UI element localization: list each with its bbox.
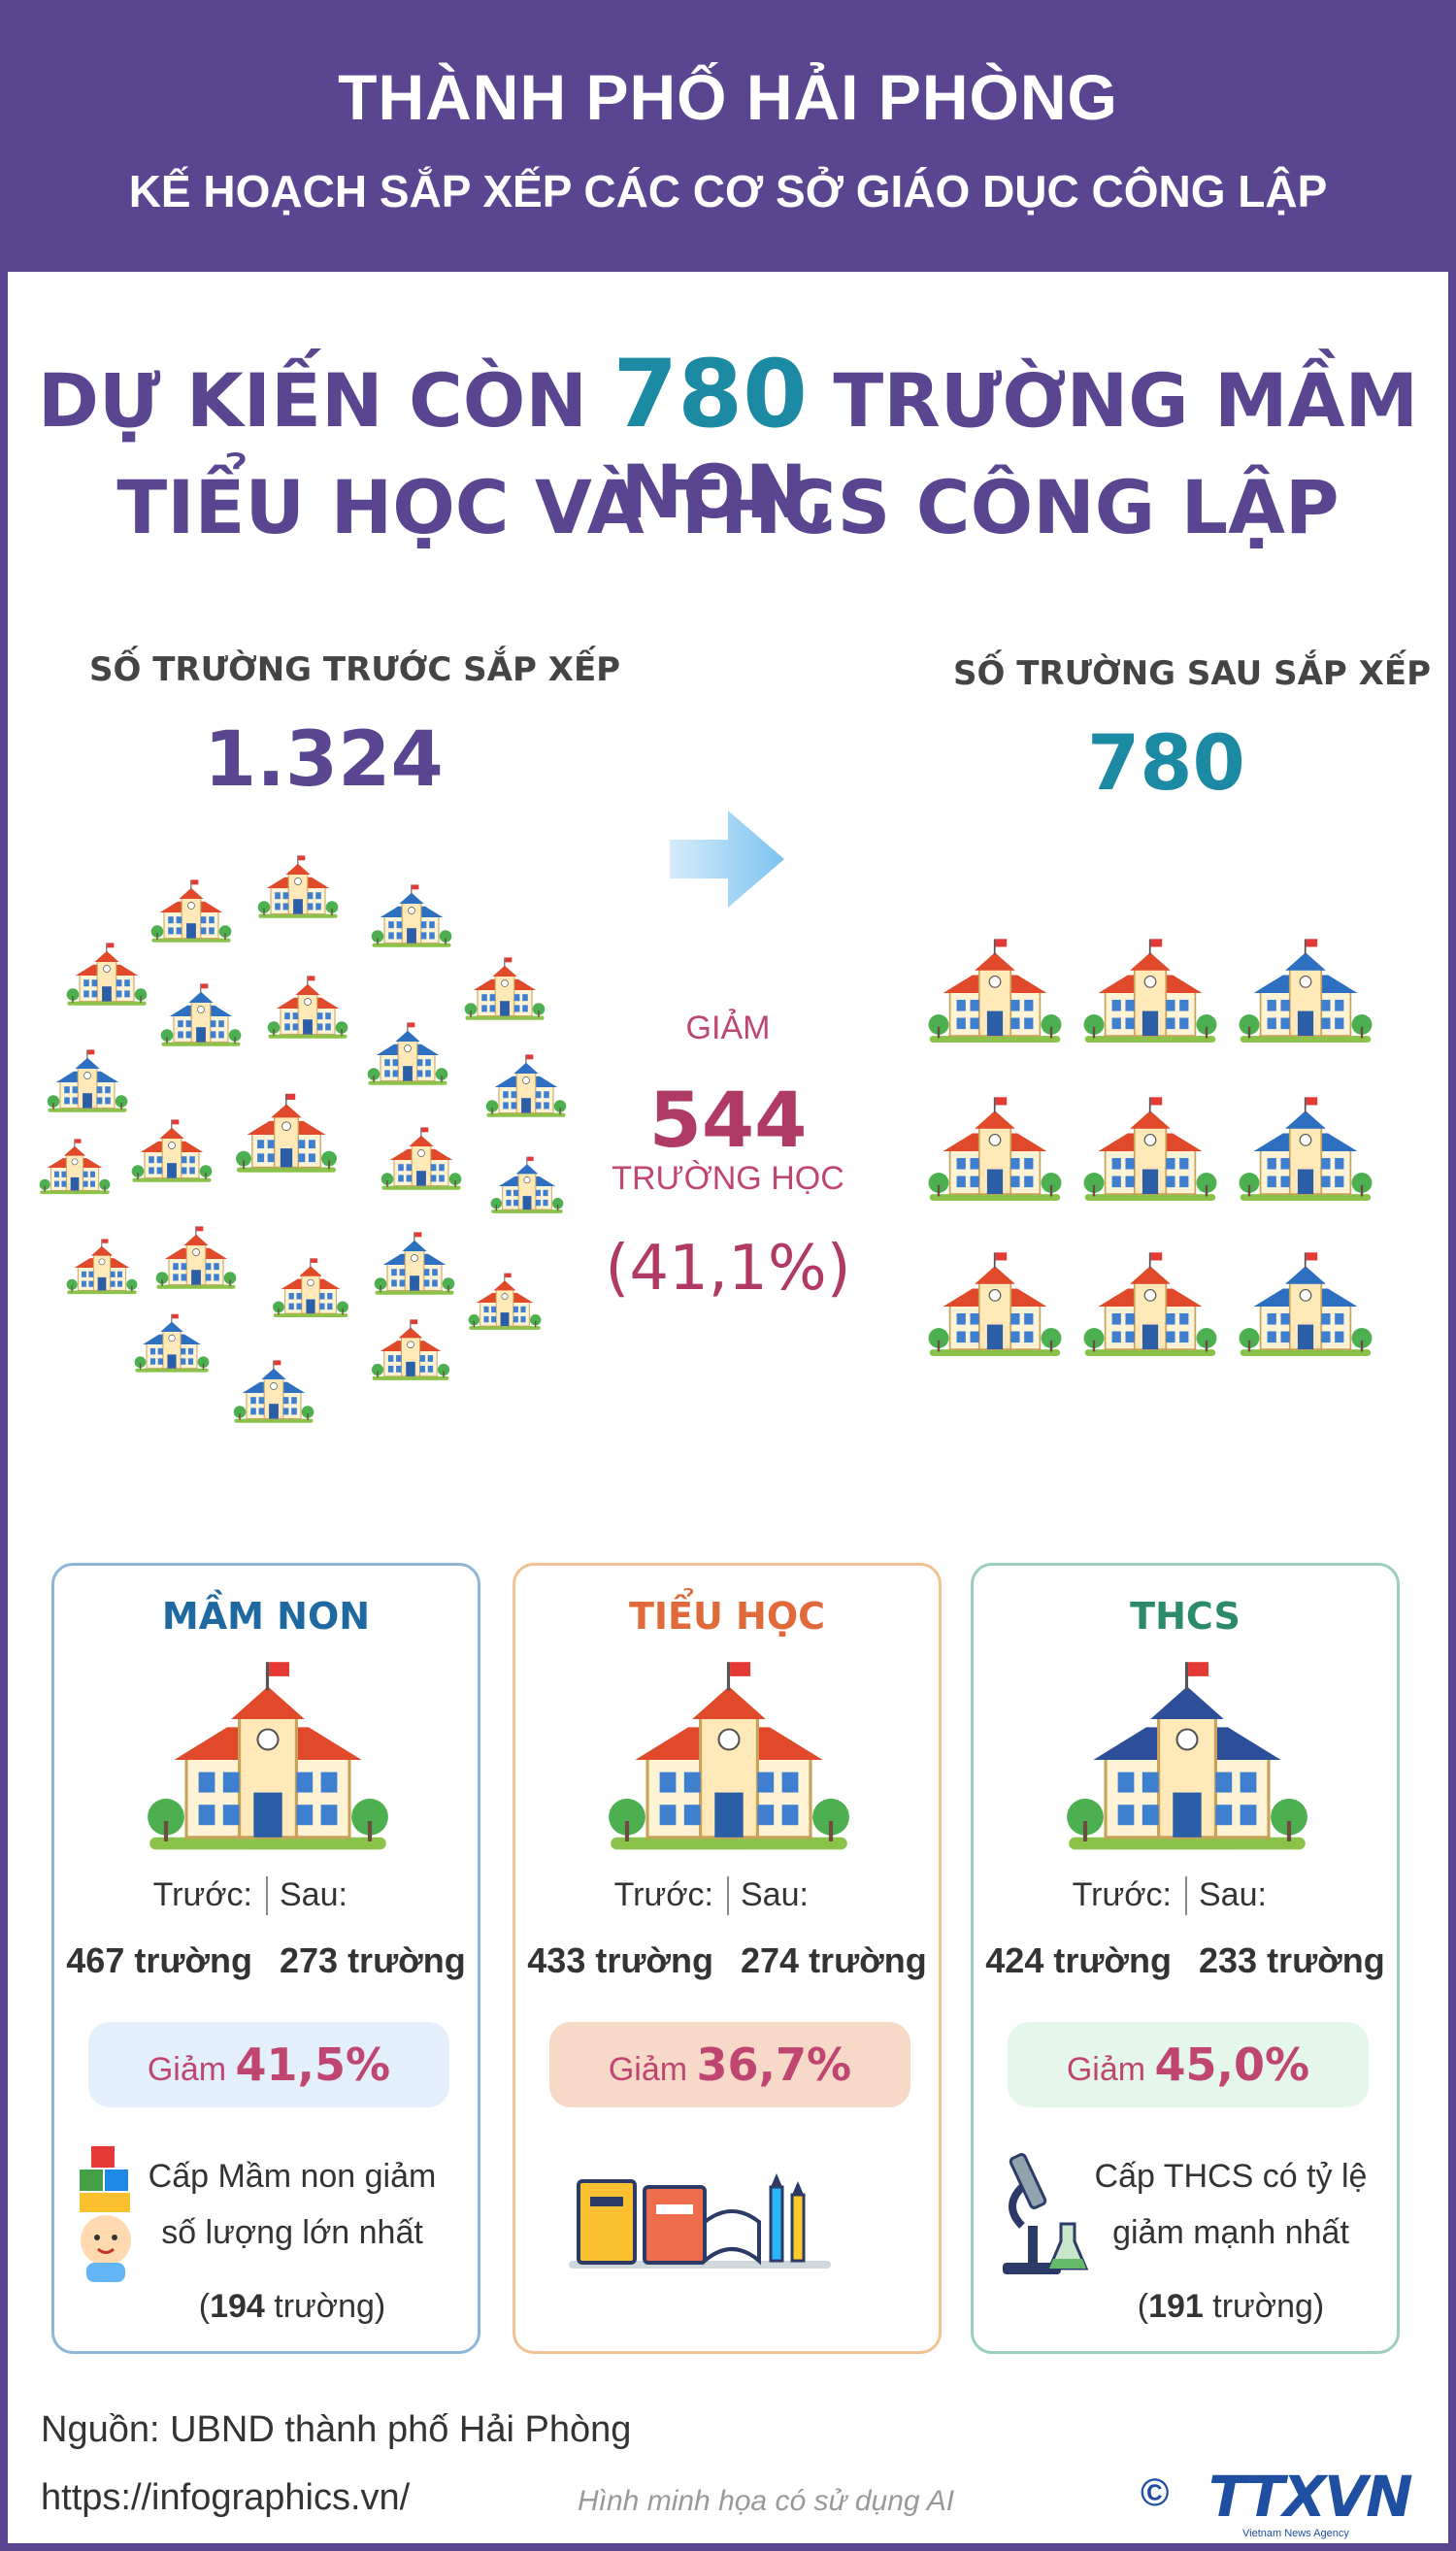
reduction-pill-label: Giảm: [608, 2051, 688, 2088]
header-banner: THÀNH PHỐ HẢI PHÒNG KẾ HOẠCH SẮP XẾP CÁC…: [0, 0, 1456, 272]
school-building-icon: [468, 1272, 542, 1334]
kindergarten-building-icon: [74, 1658, 462, 1862]
ai-note: Hình minh họa có sử dụng AI: [578, 2485, 955, 2517]
reduction-pill: Giảm 45,0%: [1008, 2022, 1369, 2107]
reduction-pill-label: Giảm: [147, 2051, 227, 2088]
card-note-line-1: Cấp THCS có tỷ lệ: [1094, 2158, 1368, 2195]
reduction-pill-label: Giảm: [1066, 2051, 1146, 2088]
stat-divider: [727, 1876, 729, 1915]
card-title: MẦM NON: [161, 1595, 371, 1638]
before-stat-label: Trước:: [1072, 1876, 1172, 1913]
school-building-icon: [927, 1095, 1063, 1208]
before-stat-label: Trước:: [613, 1876, 713, 1913]
card-note-count: (191 trường): [1137, 2288, 1325, 2325]
after-stat-label: Sau:: [280, 1876, 347, 1913]
school-building-icon: [490, 1155, 564, 1217]
reduction-pill: Giảm 41,5%: [88, 2022, 449, 2107]
school-building-icon: [1238, 1250, 1373, 1363]
school-building-icon: [374, 1231, 455, 1299]
after-stat-label: Sau:: [1199, 1876, 1267, 1913]
card-mam-non: MẦM NON Trước: Sau: 467 trường 273 trườn…: [51, 1563, 480, 2354]
logo-text: TTXVN: [1208, 2464, 1413, 2530]
source-text: Nguồn: UBND thành phố Hải Phòng: [41, 2409, 632, 2450]
card-thcs: THCS Trước: Sau: 424 trường 233 trường G…: [971, 1563, 1400, 2354]
reduction-pill-value: 41,5%: [235, 2038, 391, 2091]
reduction-percent: (41,1%): [605, 1233, 851, 1305]
books-icon: [569, 2173, 831, 2269]
primary-school-building-icon: [535, 1658, 923, 1862]
reduction-pill: Giảm 36,7%: [549, 2022, 910, 2107]
reduction-label: GIẢM: [685, 1010, 771, 1046]
school-building-icon: [371, 883, 452, 951]
header-title: THÀNH PHỐ HẢI PHÒNG: [338, 61, 1118, 133]
school-building-icon: [235, 1092, 338, 1177]
arrow-right-icon: [670, 806, 786, 917]
school-building-icon: [927, 1250, 1063, 1363]
school-building-icon: [927, 937, 1063, 1049]
before-stat-value: 433 trường: [527, 1940, 713, 1980]
school-building-icon: [485, 1053, 567, 1121]
school-building-icon: [267, 975, 348, 1043]
before-value: 1.324: [204, 716, 444, 804]
logo-subtext: Vietnam News Agency: [1242, 2528, 1349, 2539]
after-stat-value: 274 trường: [741, 1940, 927, 1980]
school-building-icon: [66, 942, 148, 1010]
before-stat-label: Trước:: [152, 1876, 252, 1913]
copyright-mark: ©: [1141, 2471, 1170, 2514]
card-note-line-2: giảm mạnh nhất: [1112, 2214, 1349, 2251]
secondary-school-building-icon: [993, 1658, 1381, 1862]
card-note: Cấp Mầm non giảm số lượng lớn nhất (194 …: [122, 2148, 462, 2335]
header-subtitle: KẾ HOẠCH SẮP XẾP CÁC CƠ SỞ GIÁO DỤC CÔNG…: [128, 166, 1328, 216]
school-building-icon: [155, 1225, 237, 1293]
school-building-icon: [1082, 937, 1218, 1049]
source-url-link[interactable]: https://infographics.vn/: [41, 2477, 411, 2518]
school-building-icon: [160, 982, 242, 1050]
microscope-icon: [1003, 2153, 1089, 2274]
school-building-icon: [47, 1048, 128, 1116]
school-building-icon: [381, 1126, 462, 1194]
school-building-icon: [257, 854, 339, 922]
after-value: 780: [1087, 720, 1245, 808]
school-building-icon: [1082, 1095, 1218, 1208]
school-building-icon: [233, 1359, 314, 1427]
school-building-icon: [272, 1257, 349, 1321]
reduction-pill-value: 36,7%: [696, 2038, 852, 2091]
headline-line-2: TIỂU HỌC VÀ THCS CÔNG LẬP: [116, 464, 1340, 550]
headline-post: TRƯỜNG MẦM NON,: [620, 357, 1419, 535]
school-building-icon: [131, 1118, 213, 1186]
stat-divider: [1185, 1876, 1187, 1915]
after-label: SỐ TRƯỜNG SAU SẮP XẾP: [953, 654, 1432, 693]
card-tieu-hoc: TIỂU HỌC Trước: Sau: 433 trường 274 trườ…: [513, 1563, 942, 2354]
card-note: Cấp THCS có tỷ lệ giảm mạnh nhất (191 tr…: [1071, 2148, 1391, 2335]
school-building-icon: [464, 956, 546, 1024]
before-stat-value: 467 trường: [66, 1940, 252, 1980]
school-building-icon: [39, 1138, 111, 1198]
stat-divider: [266, 1876, 268, 1915]
headline-pre: DỰ KIẾN CÒN: [37, 357, 588, 444]
card-title: THCS: [1130, 1595, 1241, 1638]
reduction-pill-value: 45,0%: [1154, 2038, 1310, 2091]
card-note-line-1: Cấp Mầm non giảm: [148, 2158, 437, 2195]
school-building-icon: [66, 1238, 138, 1298]
before-label: SỐ TRƯỜNG TRƯỚC SẮP XẾP: [89, 650, 621, 689]
school-building-icon: [134, 1312, 210, 1376]
headline-line-1: DỰ KIẾN CÒN 780 TRƯỜNG MẦM NON,: [0, 340, 1456, 535]
reduction-unit: TRƯỜNG HỌC: [612, 1160, 844, 1197]
school-building-icon: [150, 878, 232, 946]
school-building-icon: [367, 1021, 448, 1089]
school-building-icon: [1238, 937, 1373, 1049]
before-stat-value: 424 trường: [985, 1940, 1172, 1980]
after-stat-value: 233 trường: [1199, 1940, 1385, 1980]
card-note-count: (194 trường): [198, 2288, 386, 2325]
after-stat-value: 273 trường: [280, 1940, 466, 1980]
headline-number: 780: [612, 340, 808, 448]
after-stat-label: Sau:: [741, 1876, 809, 1913]
school-building-icon: [1082, 1250, 1218, 1363]
card-title: TIỂU HỌC: [628, 1595, 826, 1638]
school-building-icon: [1238, 1095, 1373, 1208]
reduction-value: 544: [648, 1077, 808, 1165]
school-building-icon: [371, 1318, 450, 1384]
toy-blocks-icon: [80, 2146, 131, 2282]
card-note-line-2: số lượng lớn nhất: [161, 2214, 423, 2251]
